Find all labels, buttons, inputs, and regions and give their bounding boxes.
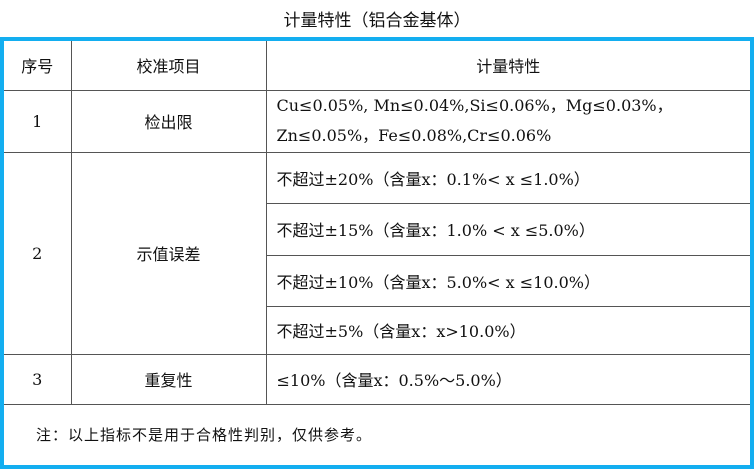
- spec-table-frame: 序号 校准项目 计量特性 1 检出限 Cu≤0.05%, Mn≤0.04%,Si…: [0, 37, 754, 469]
- row-item: 检出限: [70, 89, 267, 153]
- table-row: 1 检出限 Cu≤0.05%, Mn≤0.04%,Si≤0.06%，Mg≤0.0…: [4, 89, 750, 153]
- row-item: 示值误差: [70, 151, 267, 355]
- row-spec: 不超过±15%（含量x：1.0% < x ≤5.0%）: [266, 202, 750, 256]
- header-spec: 计量特性: [265, 41, 750, 91]
- table-row: 不超过±15%（含量x：1.0% < x ≤5.0%）: [4, 202, 750, 256]
- spec-line: Zn≤0.05%，Fe≤0.08%,Cr≤0.06%: [276, 126, 552, 145]
- note-text: 注：以上指标不是用于合格性判别，仅供参考。: [4, 403, 750, 465]
- row-no: 1: [4, 89, 72, 153]
- table-row: 不超过±10%（含量x：5.0%< x ≤10.0%）: [4, 254, 750, 307]
- row-no: 3: [4, 353, 72, 405]
- spec-table: 序号 校准项目 计量特性 1 检出限 Cu≤0.05%, Mn≤0.04%,Si…: [4, 41, 750, 465]
- row-no: 2: [4, 151, 72, 355]
- spec-line: Cu≤0.05%, Mn≤0.04%,Si≤0.06%，Mg≤0.03%，: [276, 96, 673, 115]
- table-row: 2 示值误差 不超过±20%（含量x：0.1%< x ≤1.0%）: [4, 151, 750, 355]
- row-item: 重复性: [70, 353, 267, 405]
- row-spec: 不超过±5%（含量x：x>10.0%）: [266, 305, 750, 355]
- row-spec: 不超过±20%（含量x：0.1%< x ≤1.0%）: [265, 151, 750, 204]
- row-spec: Cu≤0.05%, Mn≤0.04%,Si≤0.06%，Mg≤0.03%， Zn≤…: [265, 89, 750, 153]
- header-row: 序号 校准项目 计量特性: [4, 41, 750, 91]
- header-item: 校准项目: [70, 41, 267, 91]
- table-title: 计量特性（铝合金基体）: [283, 11, 471, 31]
- row-spec: ≤10%（含量x：0.5%～5.0%）: [265, 353, 750, 405]
- header-no: 序号: [4, 41, 72, 91]
- row-spec: 不超过±10%（含量x：5.0%< x ≤10.0%）: [266, 254, 750, 307]
- note-row: 注：以上指标不是用于合格性判别，仅供参考。: [4, 403, 750, 465]
- table-row: 3 重复性 ≤10%（含量x：0.5%～5.0%）: [4, 353, 750, 405]
